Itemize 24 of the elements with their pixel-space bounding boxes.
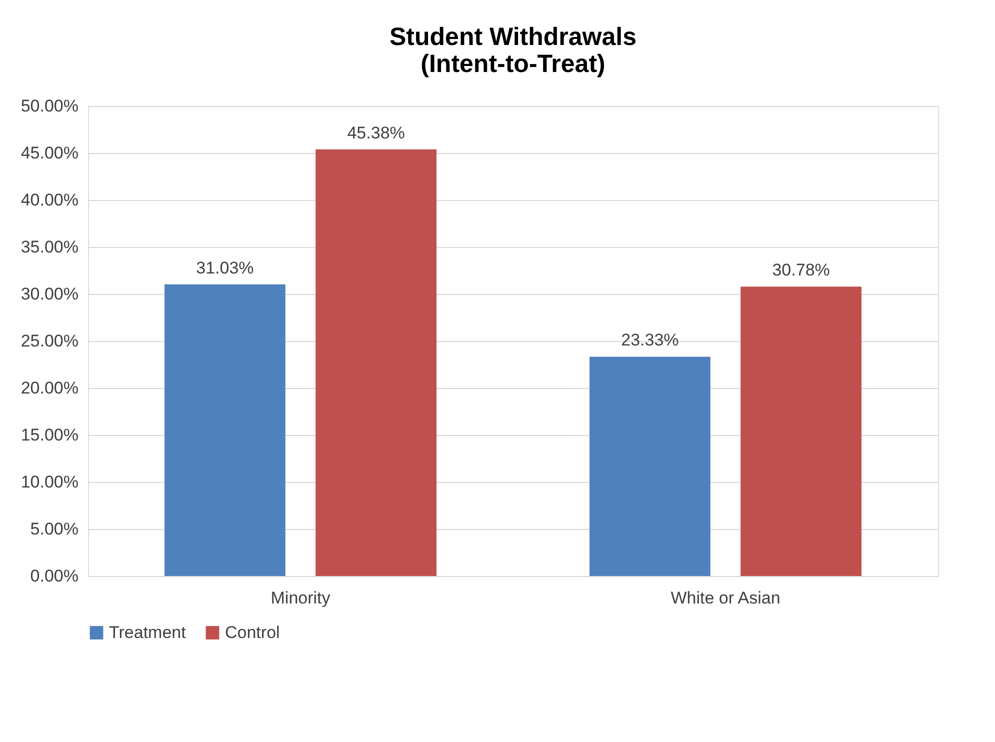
y-tick-label: 50.00% [20,96,78,116]
legend-label: Treatment [109,622,186,642]
bar [164,284,286,576]
bar [590,356,710,576]
y-tick-label: 45.00% [20,144,78,162]
y-tick-label: 10.00% [20,472,78,492]
y-tick-label: 15.00% [20,426,78,444]
chart-title: Student Withdrawals (Intent-to-Treat) [389,23,637,78]
bar [740,286,862,576]
data-label: 30.78% [772,260,830,280]
y-tick-label: 0.00% [30,566,78,586]
y-tick-label: 30.00% [20,284,78,304]
y-tick-label: 20.00% [20,378,78,398]
data-label: 31.03% [196,258,254,278]
y-tick-label: 35.00% [20,238,78,256]
bar [316,149,436,576]
data-label: 23.33% [621,330,679,350]
x-tick-label: White or Asian [670,588,780,608]
data-label: 45.38% [347,123,405,142]
legend-label: Control [225,622,280,642]
x-tick-label: Minority [270,588,331,608]
y-tick-label: 40.00% [20,190,78,210]
y-tick-label: 25.00% [20,332,78,350]
y-tick-label: 5.00% [30,520,78,538]
